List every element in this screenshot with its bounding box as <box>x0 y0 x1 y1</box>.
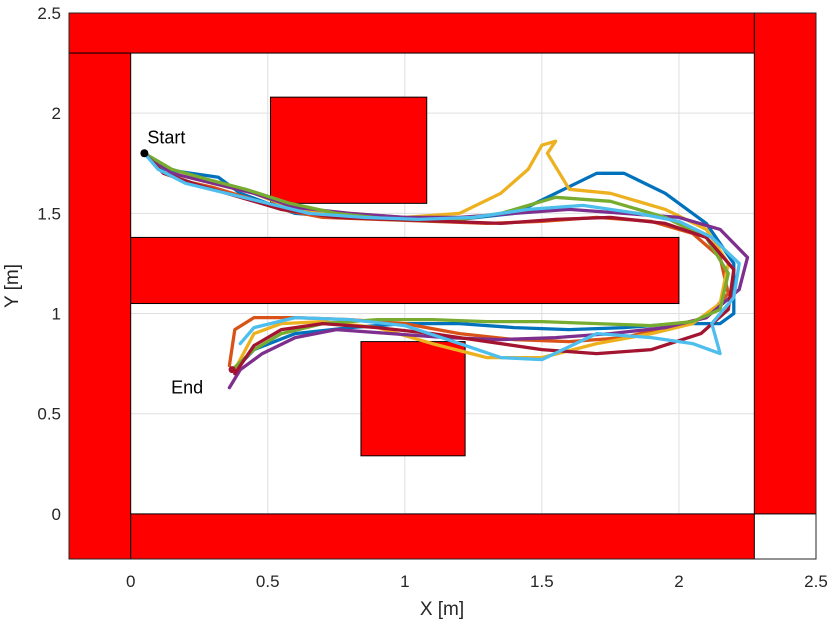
obstacle-1 <box>68 52 132 560</box>
x-tick-label: 0.5 <box>256 572 280 591</box>
y-tick-label: 1 <box>52 305 61 324</box>
y-tick-label: 2.5 <box>37 4 61 23</box>
end-label: End <box>171 378 203 398</box>
obstacle-3 <box>753 12 817 515</box>
obstacle-2 <box>130 513 755 560</box>
trajectories <box>142 139 750 390</box>
y-tick-label: 2 <box>52 104 61 123</box>
start-marker <box>140 149 149 158</box>
trajectory-6 <box>142 151 736 376</box>
obstacle-5 <box>269 96 428 204</box>
x-tick-label: 1.5 <box>530 572 554 591</box>
y-axis-label: Y [m] <box>2 264 23 308</box>
y-tick-label: 1.5 <box>37 204 61 223</box>
trajectory-7 <box>142 151 741 362</box>
x-axis-label: X [m] <box>420 599 464 620</box>
y-tick-labels: 0 0.5 1 1.5 2 2.5 <box>37 4 61 524</box>
obstacle-4 <box>130 236 680 305</box>
x-tick-label: 0 <box>126 572 135 591</box>
x-tick-labels: 0 0.5 1 1.5 2 2.5 <box>126 572 828 591</box>
x-tick-label: 1 <box>400 572 409 591</box>
obstacle-0 <box>68 12 817 54</box>
trajectory-5 <box>142 151 730 372</box>
obstacles <box>68 12 817 560</box>
end-marker <box>228 366 236 374</box>
y-tick-label: 0 <box>52 505 61 524</box>
obstacle-6 <box>360 341 466 457</box>
markers: Start End <box>140 127 236 398</box>
plot-frame <box>68 12 817 560</box>
x-tick-label: 2.5 <box>804 572 828 591</box>
start-label: Start <box>147 127 185 147</box>
y-tick-label: 0.5 <box>37 405 61 424</box>
x-tick-label: 2 <box>674 572 683 591</box>
